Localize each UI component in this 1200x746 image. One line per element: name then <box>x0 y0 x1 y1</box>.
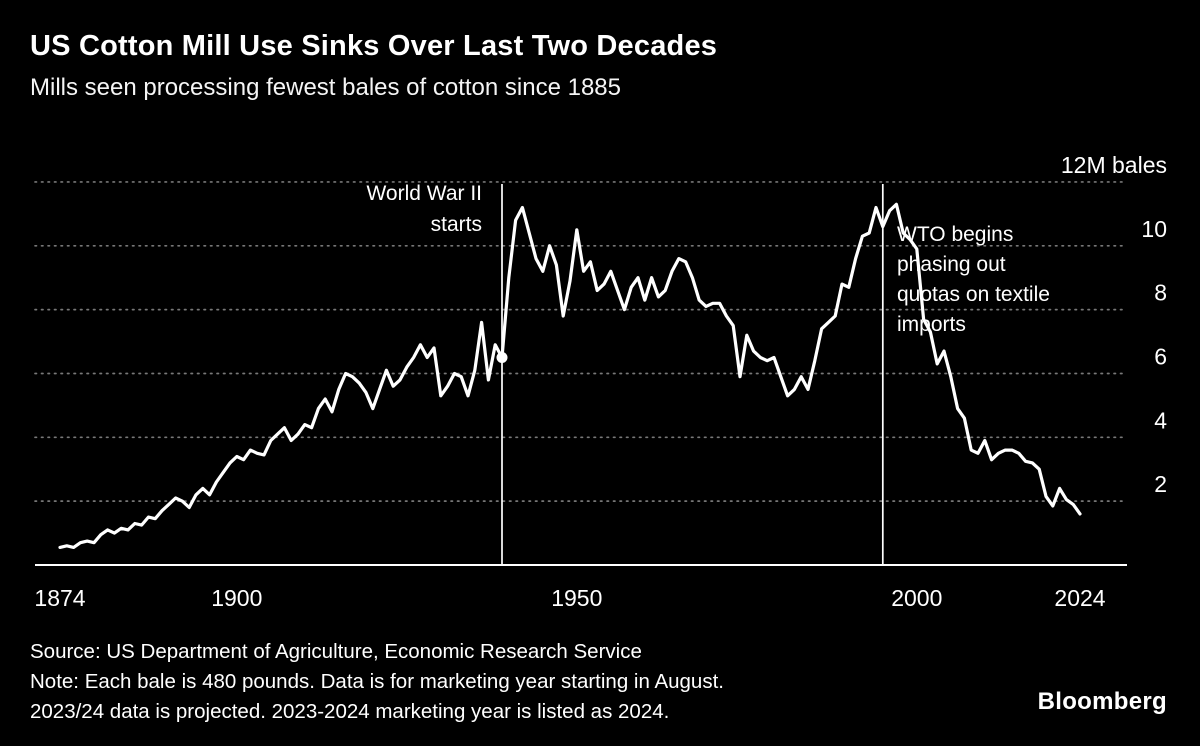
y-axis-label-12: 12M bales <box>1061 152 1167 178</box>
annotation-wwii-starts: World War II starts <box>366 182 482 236</box>
y-axis-label-4: 4 <box>1154 407 1167 433</box>
x-axis-label-2024: 2024 <box>1054 585 1105 611</box>
x-axis-label-1950: 1950 <box>551 585 602 611</box>
bloomberg-logo: Bloomberg <box>1037 688 1167 715</box>
chart-title: US Cotton Mill Use Sinks Over Last Two D… <box>30 30 718 62</box>
x-axis-label-1900: 1900 <box>211 585 262 611</box>
cotton-mill-use-line <box>58 202 1082 550</box>
chart-header: US Cotton Mill Use Sinks Over Last Two D… <box>30 30 717 102</box>
chart-footer: Source: US Department of Agriculture, Ec… <box>30 637 724 727</box>
y-axis-label-2: 2 <box>1154 471 1167 497</box>
x-axis-label-1874: 1874 <box>34 585 85 611</box>
note-line-1: Note: Each bale is 480 pounds. Data is f… <box>30 670 724 693</box>
annotation-wto-quotas: WTO begins phasing out quotas on textile… <box>897 223 1050 336</box>
x-axis-label-2000: 2000 <box>891 585 942 611</box>
y-axis-label-10: 10 <box>1141 216 1167 242</box>
y-axis-label-8: 8 <box>1154 280 1167 306</box>
note-line-2: 2023/24 data is projected. 2023-2024 mar… <box>30 700 670 723</box>
wwii-marker-dot <box>496 352 508 364</box>
source-line: Source: US Department of Agriculture, Ec… <box>30 640 642 663</box>
y-axis-label-6: 6 <box>1154 343 1167 369</box>
chart-subtitle: Mills seen processing fewest bales of co… <box>30 74 621 101</box>
